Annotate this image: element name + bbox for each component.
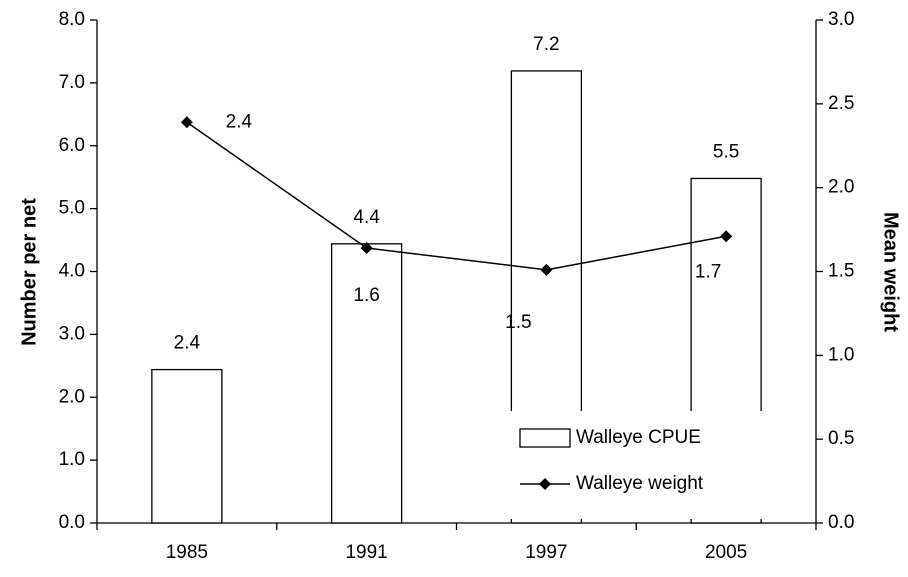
bar-value-label: 2.4 (174, 333, 201, 354)
line (186, 121, 727, 271)
y-tick-label: 8.0 (59, 9, 85, 30)
y-axis-title: Number per net (18, 198, 40, 346)
bar (330, 243, 403, 524)
line-value-label: 1.6 (353, 285, 379, 306)
y-tick-label: 4.0 (59, 261, 85, 282)
bar (151, 368, 223, 524)
legend-label: Walleye weight (576, 473, 704, 494)
x-tick-label: 1991 (345, 542, 387, 563)
marker (720, 230, 733, 243)
line-value-label: 2.4 (226, 111, 253, 132)
y-tick-label: 5.0 (59, 198, 85, 219)
legend-marker (539, 478, 551, 490)
marker (360, 242, 373, 255)
bar-value-label: 5.5 (713, 141, 739, 162)
x-tick-label: 1985 (166, 542, 208, 563)
legend-swatch (519, 428, 571, 448)
y-tick-label: 0.0 (59, 512, 85, 533)
y2-tick-label: 2.5 (828, 93, 854, 114)
y2-tick-label: 3.0 (828, 9, 854, 30)
x-tick-label: 2005 (705, 542, 747, 563)
y2-tick-label: 0.5 (828, 428, 854, 449)
marker (180, 116, 193, 129)
y2-tick-label: 1.5 (828, 261, 854, 282)
y2-tick-label: 2.0 (828, 177, 854, 198)
marker (540, 263, 553, 276)
y2-tick-label: 0.0 (828, 512, 854, 533)
y2-tick-label: 1.0 (828, 344, 854, 365)
y-tick-label: 6.0 (59, 135, 85, 156)
bar-value-label: 4.4 (353, 207, 380, 228)
x-tick-label: 1997 (525, 542, 567, 563)
y-tick-label: 7.0 (59, 72, 85, 93)
y-tick-label: 3.0 (59, 323, 85, 344)
line-value-label: 1.5 (505, 312, 531, 333)
y-tick-label: 2.0 (59, 386, 85, 407)
line-value-label: 1.7 (695, 261, 721, 282)
y-tick-label: 1.0 (59, 449, 85, 470)
legend-label: Walleye CPUE (576, 427, 701, 448)
y2-axis-title: Mean weight (880, 212, 902, 332)
bar-value-label: 7.2 (533, 34, 559, 55)
